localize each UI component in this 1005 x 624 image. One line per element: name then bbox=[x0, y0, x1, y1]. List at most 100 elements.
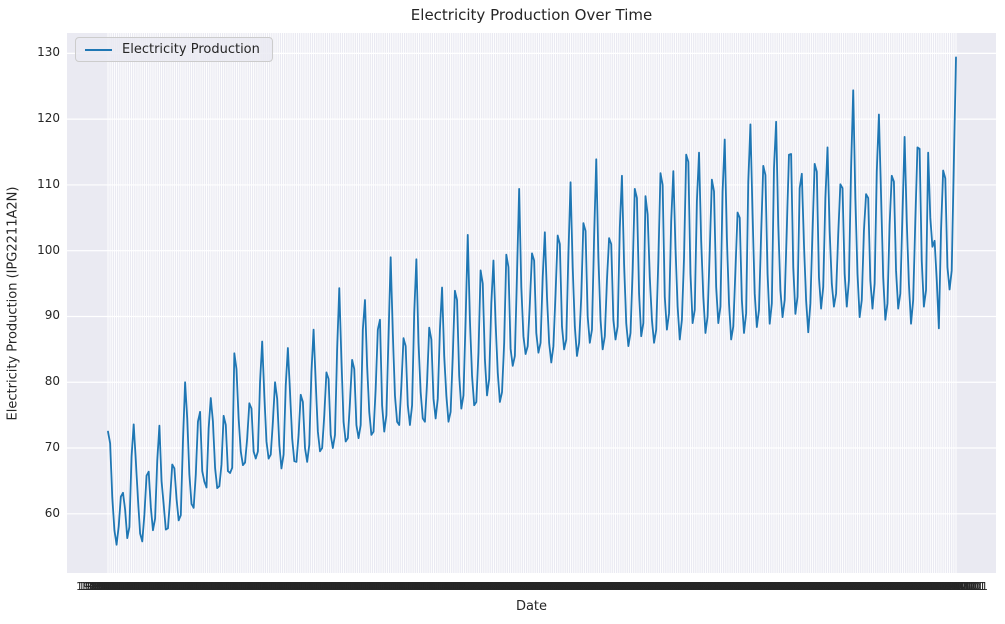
svg-text:2001-08-01: 2001-08-01 bbox=[502, 580, 566, 593]
svg-text:2010-12-01: 2010-12-01 bbox=[742, 580, 806, 593]
svg-text:2006-05-01: 2006-05-01 bbox=[624, 580, 688, 593]
svg-text:2008-05-01: 2008-05-01 bbox=[676, 580, 740, 593]
svg-text:2001-02-01: 2001-02-01 bbox=[489, 580, 553, 593]
svg-text:2011-10-01: 2011-10-01 bbox=[763, 580, 827, 593]
svg-text:2008-04-01: 2008-04-01 bbox=[673, 580, 737, 593]
svg-text:2006-07-01: 2006-07-01 bbox=[629, 580, 693, 593]
svg-text:1994-06-01: 1994-06-01 bbox=[318, 580, 382, 593]
svg-text:1993-05-01: 1993-05-01 bbox=[290, 580, 354, 593]
svg-text:1998-10-01: 1998-10-01 bbox=[429, 580, 493, 593]
svg-text:1990-11-01: 1990-11-01 bbox=[226, 580, 290, 593]
svg-text:2005-06-01: 2005-06-01 bbox=[601, 580, 665, 593]
svg-text:2004-11-01: 2004-11-01 bbox=[586, 580, 650, 593]
svg-text:1999-02-01: 1999-02-01 bbox=[438, 580, 502, 593]
svg-text:1998-09-01: 1998-09-01 bbox=[427, 580, 491, 593]
svg-text:1990-07-01: 1990-07-01 bbox=[217, 580, 281, 593]
svg-text:2003-02-01: 2003-02-01 bbox=[541, 580, 605, 593]
svg-text:2002-10-01: 2002-10-01 bbox=[532, 580, 596, 593]
electricity-production-line bbox=[107, 56, 957, 546]
svg-text:2002-05-01: 2002-05-01 bbox=[521, 580, 585, 593]
svg-text:1998-11-01: 1998-11-01 bbox=[432, 580, 496, 593]
svg-text:2017-04-01: 2017-04-01 bbox=[905, 580, 969, 593]
svg-text:2003-05-01: 2003-05-01 bbox=[547, 580, 611, 593]
svg-text:1990-04-01: 1990-04-01 bbox=[211, 580, 275, 593]
svg-text:2016-03-01: 2016-03-01 bbox=[877, 580, 941, 593]
svg-text:1995-12-01: 1995-12-01 bbox=[357, 580, 421, 593]
legend: Electricity Production bbox=[75, 37, 273, 62]
svg-text:1994-09-01: 1994-09-01 bbox=[324, 580, 388, 593]
svg-text:2001-05-01: 2001-05-01 bbox=[496, 580, 560, 593]
svg-text:2015-01-01: 2015-01-01 bbox=[847, 580, 911, 593]
svg-text:1997-08-01: 1997-08-01 bbox=[399, 580, 463, 593]
svg-text:2007-02-01: 2007-02-01 bbox=[644, 580, 708, 593]
svg-text:1989-02-01: 1989-02-01 bbox=[181, 580, 245, 593]
svg-text:2013-01-01: 2013-01-01 bbox=[796, 580, 860, 593]
svg-text:1988-09-01: 1988-09-01 bbox=[170, 580, 234, 593]
svg-text:2010-06-01: 2010-06-01 bbox=[729, 580, 793, 593]
svg-text:2004-05-01: 2004-05-01 bbox=[573, 580, 637, 593]
svg-text:1997-10-01: 1997-10-01 bbox=[404, 580, 468, 593]
svg-text:2005-04-01: 2005-04-01 bbox=[596, 580, 660, 593]
svg-text:2017-06-01: 2017-06-01 bbox=[909, 580, 973, 593]
svg-text:2015-08-01: 2015-08-01 bbox=[862, 580, 926, 593]
svg-text:2016-06-01: 2016-06-01 bbox=[883, 580, 947, 593]
svg-text:2016-07-01: 2016-07-01 bbox=[885, 580, 949, 593]
svg-text:2013-03-01: 2013-03-01 bbox=[800, 580, 864, 593]
svg-text:2007-03-01: 2007-03-01 bbox=[646, 580, 710, 593]
svg-text:1987-08-01: 1987-08-01 bbox=[142, 580, 206, 593]
svg-text:1987-01-01: 1987-01-01 bbox=[127, 580, 191, 593]
svg-text:1997-03-01: 1997-03-01 bbox=[389, 580, 453, 593]
svg-text:2014-05-01: 2014-05-01 bbox=[830, 580, 894, 593]
svg-text:1994-11-01: 1994-11-01 bbox=[329, 580, 393, 593]
svg-text:2003-11-01: 2003-11-01 bbox=[560, 580, 624, 593]
svg-text:2009-10-01: 2009-10-01 bbox=[712, 580, 776, 593]
y-tick-label: 100 bbox=[37, 242, 60, 257]
svg-text:2014-09-01: 2014-09-01 bbox=[838, 580, 902, 593]
svg-text:1992-08-01: 1992-08-01 bbox=[271, 580, 335, 593]
svg-text:2004-04-01: 2004-04-01 bbox=[571, 580, 635, 593]
svg-text:2000-07-01: 2000-07-01 bbox=[474, 580, 538, 593]
svg-text:2014-11-01: 2014-11-01 bbox=[843, 580, 907, 593]
svg-text:2016-11-01: 2016-11-01 bbox=[894, 580, 958, 593]
y-tick-label: 110 bbox=[37, 176, 60, 191]
svg-text:2017-01-01: 2017-01-01 bbox=[898, 580, 962, 593]
svg-text:2009-02-01: 2009-02-01 bbox=[695, 580, 759, 593]
svg-text:1998-01-01: 1998-01-01 bbox=[410, 580, 474, 593]
y-tick-label: 70 bbox=[44, 440, 60, 455]
svg-text:1985-04-01: 1985-04-01 bbox=[82, 580, 146, 593]
svg-text:2016-02-01: 2016-02-01 bbox=[875, 580, 939, 593]
svg-text:1988-03-01: 1988-03-01 bbox=[157, 580, 221, 593]
svg-text:2000-02-01: 2000-02-01 bbox=[464, 580, 528, 593]
svg-text:1991-05-01: 1991-05-01 bbox=[239, 580, 303, 593]
svg-text:2002-03-01: 2002-03-01 bbox=[517, 580, 581, 593]
svg-text:1998-06-01: 1998-06-01 bbox=[421, 580, 485, 593]
svg-text:1995-07-01: 1995-07-01 bbox=[346, 580, 410, 593]
svg-text:1991-02-01: 1991-02-01 bbox=[232, 580, 296, 593]
svg-text:1997-07-01: 1997-07-01 bbox=[397, 580, 461, 593]
svg-text:2003-08-01: 2003-08-01 bbox=[554, 580, 618, 593]
svg-text:2001-01-01: 2001-01-01 bbox=[487, 580, 551, 593]
svg-text:1987-06-01: 1987-06-01 bbox=[138, 580, 202, 593]
svg-text:2001-07-01: 2001-07-01 bbox=[500, 580, 564, 593]
svg-text:1999-08-01: 1999-08-01 bbox=[451, 580, 515, 593]
svg-text:2009-05-01: 2009-05-01 bbox=[701, 580, 765, 593]
svg-text:2009-12-01: 2009-12-01 bbox=[716, 580, 780, 593]
svg-text:1985-10-01: 1985-10-01 bbox=[95, 580, 159, 593]
svg-text:2011-02-01: 2011-02-01 bbox=[746, 580, 810, 593]
svg-text:2010-07-01: 2010-07-01 bbox=[731, 580, 795, 593]
svg-text:2015-09-01: 2015-09-01 bbox=[864, 580, 928, 593]
svg-text:1989-04-01: 1989-04-01 bbox=[185, 580, 249, 593]
svg-text:1987-09-01: 1987-09-01 bbox=[145, 580, 209, 593]
svg-text:2015-05-01: 2015-05-01 bbox=[856, 580, 920, 593]
svg-text:1985-08-01: 1985-08-01 bbox=[91, 580, 155, 593]
svg-text:1994-10-01: 1994-10-01 bbox=[327, 580, 391, 593]
svg-text:2018-01-01: 2018-01-01 bbox=[924, 580, 988, 593]
svg-text:1992-06-01: 1992-06-01 bbox=[267, 580, 331, 593]
svg-text:2013-11-01: 2013-11-01 bbox=[817, 580, 881, 593]
svg-text:2015-07-01: 2015-07-01 bbox=[860, 580, 924, 593]
svg-text:1995-11-01: 1995-11-01 bbox=[354, 580, 418, 593]
svg-text:2011-08-01: 2011-08-01 bbox=[759, 580, 823, 593]
svg-text:2008-03-01: 2008-03-01 bbox=[671, 580, 735, 593]
svg-text:2012-01-01: 2012-01-01 bbox=[770, 580, 834, 593]
svg-text:1988-05-01: 1988-05-01 bbox=[162, 580, 226, 593]
